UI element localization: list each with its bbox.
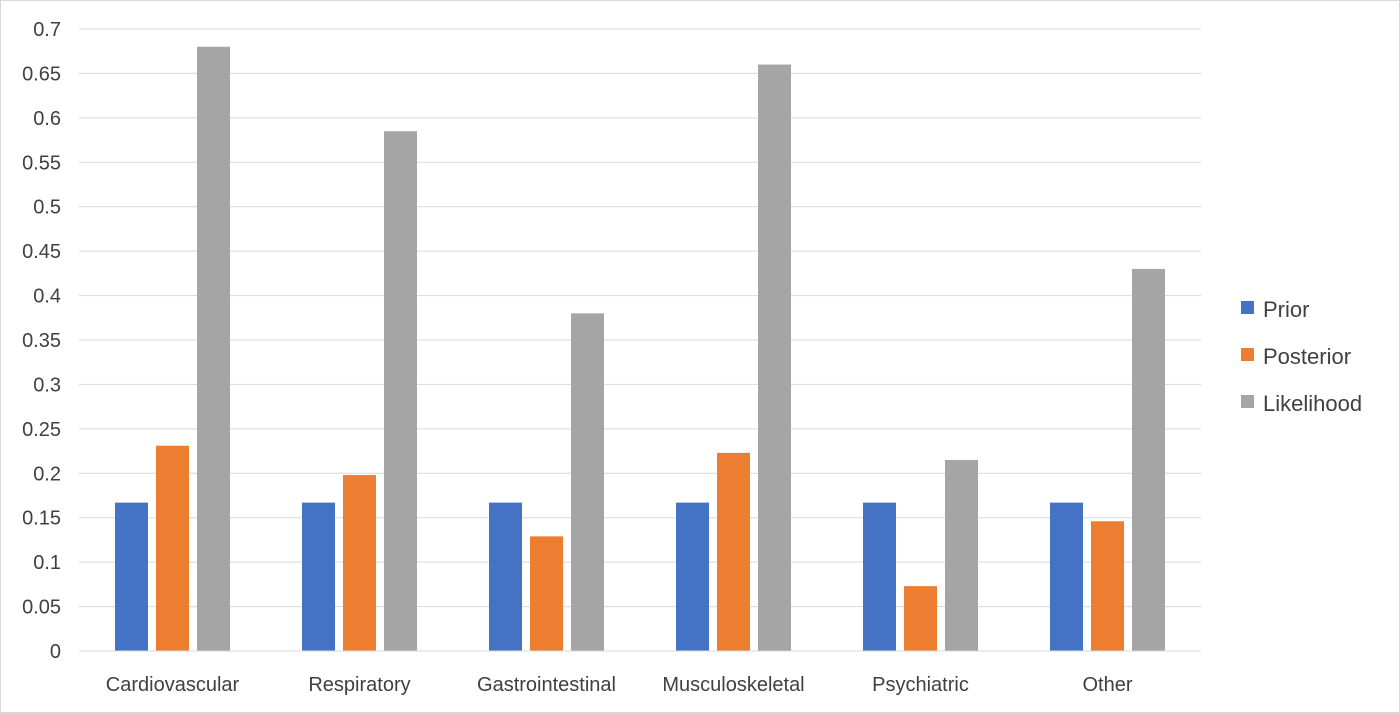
bar-prior-respiratory [302,502,335,651]
y-tick-label: 0.55 [22,152,61,174]
legend-label-likelihood: Likelihood [1263,391,1362,416]
legend-swatch-prior [1241,301,1254,314]
bar-posterior-gastrointestinal [530,536,563,651]
y-tick-label: 0.4 [33,286,61,308]
y-tick-label: 0.35 [22,330,61,352]
y-tick-label: 0.2 [33,463,61,485]
bar-posterior-respiratory [343,475,376,651]
y-tick-label: 0.3 [33,374,61,396]
bar-prior-cardiovascular [115,502,148,651]
x-tick-label: Other [1082,674,1132,696]
bar-likelihood-psychiatric [945,459,978,651]
bar-posterior-psychiatric [904,586,937,651]
x-tick-label: Musculoskeletal [662,674,804,696]
x-tick-label: Respiratory [308,674,410,696]
bar-posterior-cardiovascular [156,445,189,651]
bar-likelihood-other [1132,268,1165,651]
bar-likelihood-cardiovascular [197,46,230,652]
y-tick-label: 0.6 [33,108,61,130]
axes: 0 0.05 0.1 0.15 0.2 0.25 0.3 0.35 0.4 0.45 0.5 0.55… [22,19,1201,696]
bar-prior-other [1050,502,1083,651]
y-tick-label: 0.25 [22,419,61,441]
bar-likelihood-musculoskeletal [758,64,791,652]
y-tick-label: 0.15 [22,508,61,530]
bar-prior-musculoskeletal [676,502,709,651]
legend-swatch-likelihood [1241,395,1254,408]
x-tick-label: Psychiatric [872,674,969,696]
legend-label-posterior: Posterior [1263,344,1351,369]
x-tick-label: Cardiovascular [106,674,240,696]
bar-posterior-musculoskeletal [717,452,750,651]
bars [115,46,1165,652]
y-tick-label: 0.5 [33,197,61,219]
gridlines [79,28,1201,608]
bar-likelihood-gastrointestinal [571,313,604,651]
y-tick-label: 0.05 [22,597,61,619]
legend-swatch-posterior [1241,348,1254,361]
y-tick-label: 0.7 [33,19,61,41]
bar-posterior-other [1091,521,1124,651]
legend: Prior Posterior Likelihood [1241,297,1362,416]
bar-prior-psychiatric [863,502,896,651]
y-tick-label: 0.1 [33,552,61,574]
bar-prior-gastrointestinal [489,502,522,651]
y-tick-label: 0 [50,641,61,663]
legend-label-prior: Prior [1263,297,1309,322]
x-tick-label: Gastrointestinal [477,674,616,696]
bar-likelihood-respiratory [384,131,417,651]
y-tick-label: 0.65 [22,63,61,85]
y-tick-label: 0.45 [22,241,61,263]
